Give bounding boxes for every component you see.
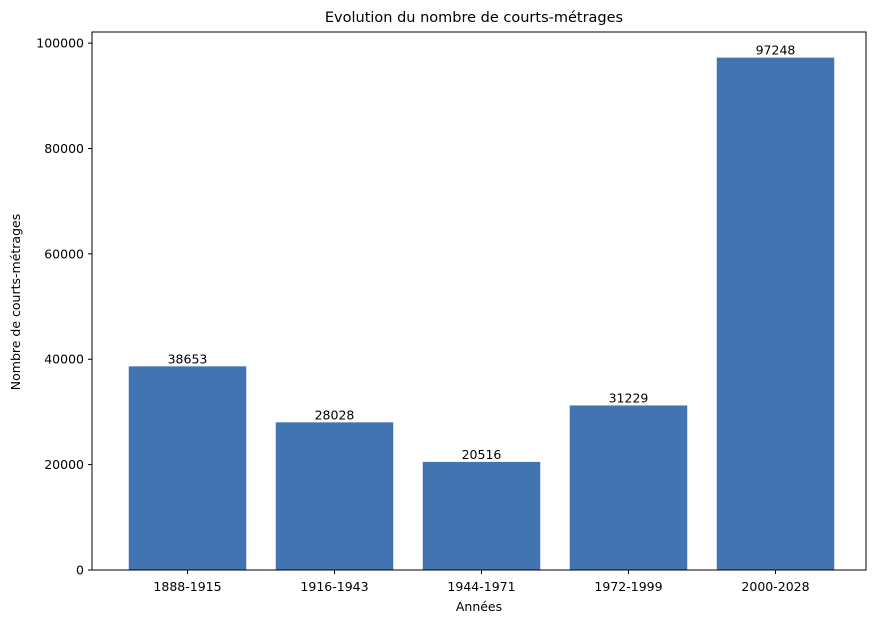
x-tick-label-1972-1999: 1972-1999: [594, 579, 662, 594]
y-axis: 0 20000 40000 60000 80000 100000: [36, 36, 92, 578]
data-labels-layer: 38653 28028 20516 31229 97248: [168, 43, 796, 462]
y-tick-label-80000: 80000: [44, 141, 84, 156]
chart-title: Evolution du nombre de courts-métrages: [325, 10, 623, 26]
plot-frame: [91, 31, 867, 571]
y-axis-label: Nombre de courts-métrages: [8, 214, 23, 390]
y-tick-label-0: 0: [76, 563, 84, 578]
y-tick-label-60000: 60000: [44, 246, 84, 261]
x-axis: 1888-1915 1916-1943 1944-1971 1972-1999 2000…: [153, 570, 810, 594]
bar-1944-1971: [422, 461, 541, 570]
x-tick-label-1944-1971: 1944-1971: [447, 579, 515, 594]
x-tick-label-2000-2028: 2000-2028: [741, 579, 809, 594]
bar-1888-1915: [128, 366, 247, 570]
x-tick-label-1888-1915: 1888-1915: [153, 579, 221, 594]
bar-1916-1943: [275, 422, 394, 570]
data-label-1888-1915: 38653: [168, 351, 208, 366]
y-tick-label-100000: 100000: [36, 36, 84, 51]
y-tick-label-40000: 40000: [44, 352, 84, 367]
data-label-1944-1971: 20516: [462, 447, 502, 462]
x-axis-label: Années: [456, 599, 502, 614]
data-label-1972-1999: 31229: [609, 390, 649, 405]
bar-2000-2028: [716, 57, 835, 570]
bars-layer: [128, 57, 835, 570]
bar-1972-1999: [569, 405, 688, 570]
y-tick-label-20000: 20000: [44, 457, 84, 472]
data-label-1916-1943: 28028: [315, 407, 355, 422]
x-tick-label-1916-1943: 1916-1943: [300, 579, 368, 594]
data-label-2000-2028: 97248: [756, 43, 796, 58]
